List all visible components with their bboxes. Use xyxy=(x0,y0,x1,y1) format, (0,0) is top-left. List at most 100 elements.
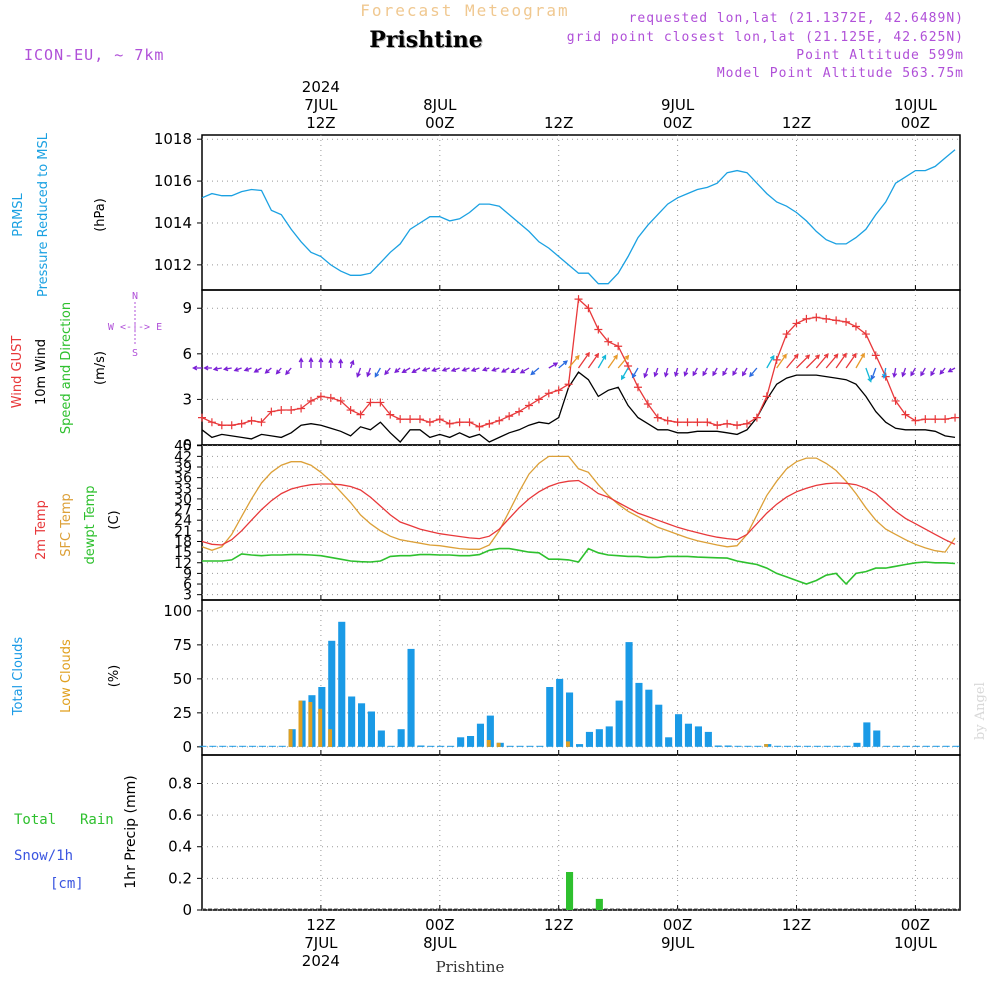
total-cloud-bar xyxy=(645,689,653,747)
top-time-label: 12Z xyxy=(544,114,573,132)
total-cloud-bar xyxy=(447,745,455,747)
wind-arrow xyxy=(548,362,559,369)
total-cloud-bar xyxy=(209,745,217,747)
wind-arrow xyxy=(749,367,758,378)
gust-marker xyxy=(326,393,335,402)
gust-marker xyxy=(901,410,910,419)
pressure-line xyxy=(201,149,956,285)
wind-unit: (m/s) xyxy=(93,351,108,385)
low-cloud-bar xyxy=(298,700,303,747)
wind-arrow xyxy=(366,367,372,378)
precip-panel: 0 0.2 0.4 0.6 0.8 xyxy=(168,754,961,919)
temp-2m-line xyxy=(201,479,956,546)
total-cloud-bar xyxy=(576,744,584,747)
gust-marker xyxy=(762,392,771,401)
gust-marker xyxy=(297,404,306,413)
gust-marker xyxy=(406,415,415,424)
dewpt-line xyxy=(202,547,956,586)
wind-arrow xyxy=(920,367,926,377)
bottom-time-label: 00Z xyxy=(663,916,692,934)
total-cloud-bar xyxy=(754,745,762,747)
clouds-ytick-label: 0 xyxy=(182,738,192,756)
precip-frame xyxy=(201,754,961,911)
temp-ytick-label: 3 xyxy=(183,588,192,604)
gust-marker xyxy=(366,398,375,407)
bottom-time-label: 12Z xyxy=(306,916,335,934)
gust-marker xyxy=(564,380,573,389)
wind-arrow xyxy=(845,352,857,369)
wind-arrow xyxy=(461,367,470,372)
total-cloud-bar xyxy=(893,745,901,747)
gust-marker xyxy=(832,316,841,325)
total-cloud-bar xyxy=(556,678,564,747)
model-label: ICON-EU, ~ 7km xyxy=(24,46,164,64)
total-cloud-bar xyxy=(675,714,683,747)
precip-cm-label: [cm] xyxy=(50,876,84,892)
total-cloud-bar xyxy=(615,700,623,747)
low-cloud-bar xyxy=(496,742,501,747)
wind-arrow xyxy=(441,367,450,372)
chart-title: Forecast Meteogram xyxy=(360,1,569,20)
top-time-label: 00Z xyxy=(663,114,692,132)
clouds-ytick-label: 50 xyxy=(173,670,192,688)
wind-arrow xyxy=(491,367,500,372)
gust-marker xyxy=(703,418,712,427)
clouds-frame xyxy=(201,599,961,756)
total-cloud-bar xyxy=(278,745,286,747)
total-cloud-bar xyxy=(536,745,544,747)
total-cloud-bar xyxy=(437,745,445,747)
total-cloud-bar xyxy=(922,745,930,747)
wind-ytick-label: 6 xyxy=(182,345,192,363)
wind-arrow xyxy=(431,367,441,372)
wind-arrow xyxy=(192,365,202,371)
prmsl-label: PRMSL xyxy=(11,192,26,236)
top-time-label: 12Z xyxy=(782,114,811,132)
total-cloud-bar xyxy=(952,745,960,747)
gust-marker xyxy=(802,314,811,323)
pressure-ytick-label: 1018 xyxy=(154,130,192,148)
temp-unit: (C) xyxy=(107,510,122,529)
bottom-time-label: 10JUL xyxy=(894,934,937,952)
dewpt-label: dewpt Temp xyxy=(83,485,98,564)
low-clouds-label: Low Clouds xyxy=(59,639,74,713)
top-time-label: 8JUL xyxy=(423,96,457,114)
total-cloud-bar xyxy=(328,640,336,747)
total-cloud-bar xyxy=(516,745,524,747)
total-cloud-bar xyxy=(744,745,752,747)
wind-arrow xyxy=(901,367,907,378)
wind-arrow xyxy=(865,367,873,383)
pressure-ytick-label: 1014 xyxy=(154,214,192,232)
total-cloud-bar xyxy=(714,745,722,747)
wind-arrow xyxy=(450,367,460,373)
low-cloud-bar xyxy=(308,702,313,747)
gust-marker xyxy=(931,415,940,424)
precip-ytick-label: 0.8 xyxy=(168,774,192,792)
wind-arrow xyxy=(401,367,411,373)
pressure-ytick-label: 1016 xyxy=(154,172,192,190)
wind-arrow xyxy=(587,352,600,369)
gust-marker xyxy=(396,415,405,424)
temp-ytick-label: 45 xyxy=(174,439,192,455)
total-cloud-bar xyxy=(734,745,742,747)
total-cloud-bar xyxy=(932,745,940,747)
precip-ytick-label: 0.4 xyxy=(168,838,192,856)
wind-arrow xyxy=(702,367,708,377)
wind-arrow xyxy=(692,367,698,377)
total-cloud-bar xyxy=(912,745,920,747)
temp-ytick-label: 9 xyxy=(183,566,192,582)
wind-arrow xyxy=(558,360,568,369)
temp-ytick-label: 39 xyxy=(174,460,192,476)
gust-marker xyxy=(515,407,524,416)
pressure-msl-label: Pressure Reduced to MSL xyxy=(36,132,51,297)
gust-marker xyxy=(653,413,662,422)
total-cloud-bar xyxy=(506,745,514,747)
wind-arrow xyxy=(328,357,334,368)
wind-arrow xyxy=(264,367,272,374)
wind-ytick-label: 0 xyxy=(182,436,192,454)
wind-arrow xyxy=(882,367,888,380)
compass-south: S xyxy=(132,348,138,359)
wind-arrow xyxy=(510,367,520,373)
gust-marker xyxy=(435,415,444,424)
